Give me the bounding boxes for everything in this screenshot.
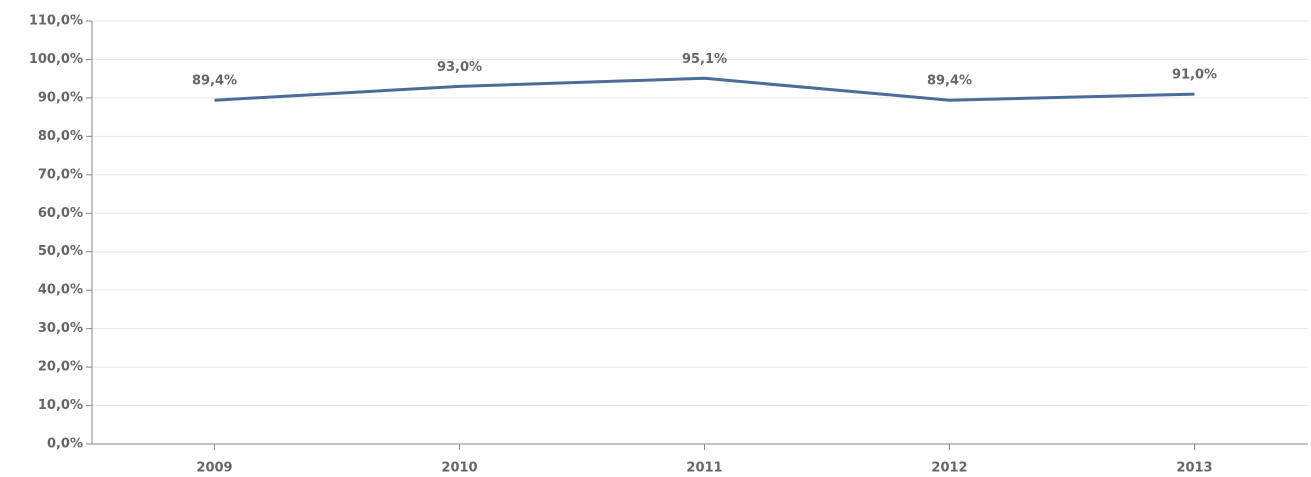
y-tick-label: 60,0% xyxy=(38,206,83,221)
line xyxy=(214,76,1195,102)
data-label: 89,4% xyxy=(927,74,972,89)
y-tick-label: 100,0% xyxy=(29,52,83,67)
x-tick-label: 2011 xyxy=(686,461,722,476)
data-label: 95,1% xyxy=(682,52,727,67)
y-tick-label: 40,0% xyxy=(38,283,83,298)
y-tick-label: 80,0% xyxy=(38,129,83,144)
y-tick-label: 70,0% xyxy=(38,167,83,182)
y-tick-label: 10,0% xyxy=(38,398,83,413)
y-tick-label: 50,0% xyxy=(38,244,83,259)
x-tick-label: 2009 xyxy=(196,461,232,476)
x-tick-label: 2010 xyxy=(441,461,477,476)
x-tick-label: 2012 xyxy=(931,461,967,476)
y-tick-label: 0,0% xyxy=(47,437,83,452)
data-label: 91,0% xyxy=(1172,68,1217,83)
data-label: 89,4% xyxy=(192,74,237,89)
y-tick-label: 30,0% xyxy=(38,321,83,336)
y-tick-label: 90,0% xyxy=(38,90,83,105)
y-tick-label: 20,0% xyxy=(38,360,83,375)
x-tick-label: 2013 xyxy=(1176,461,1212,476)
y-tick-label: 110,0% xyxy=(29,14,83,29)
data-label: 93,0% xyxy=(437,60,482,75)
